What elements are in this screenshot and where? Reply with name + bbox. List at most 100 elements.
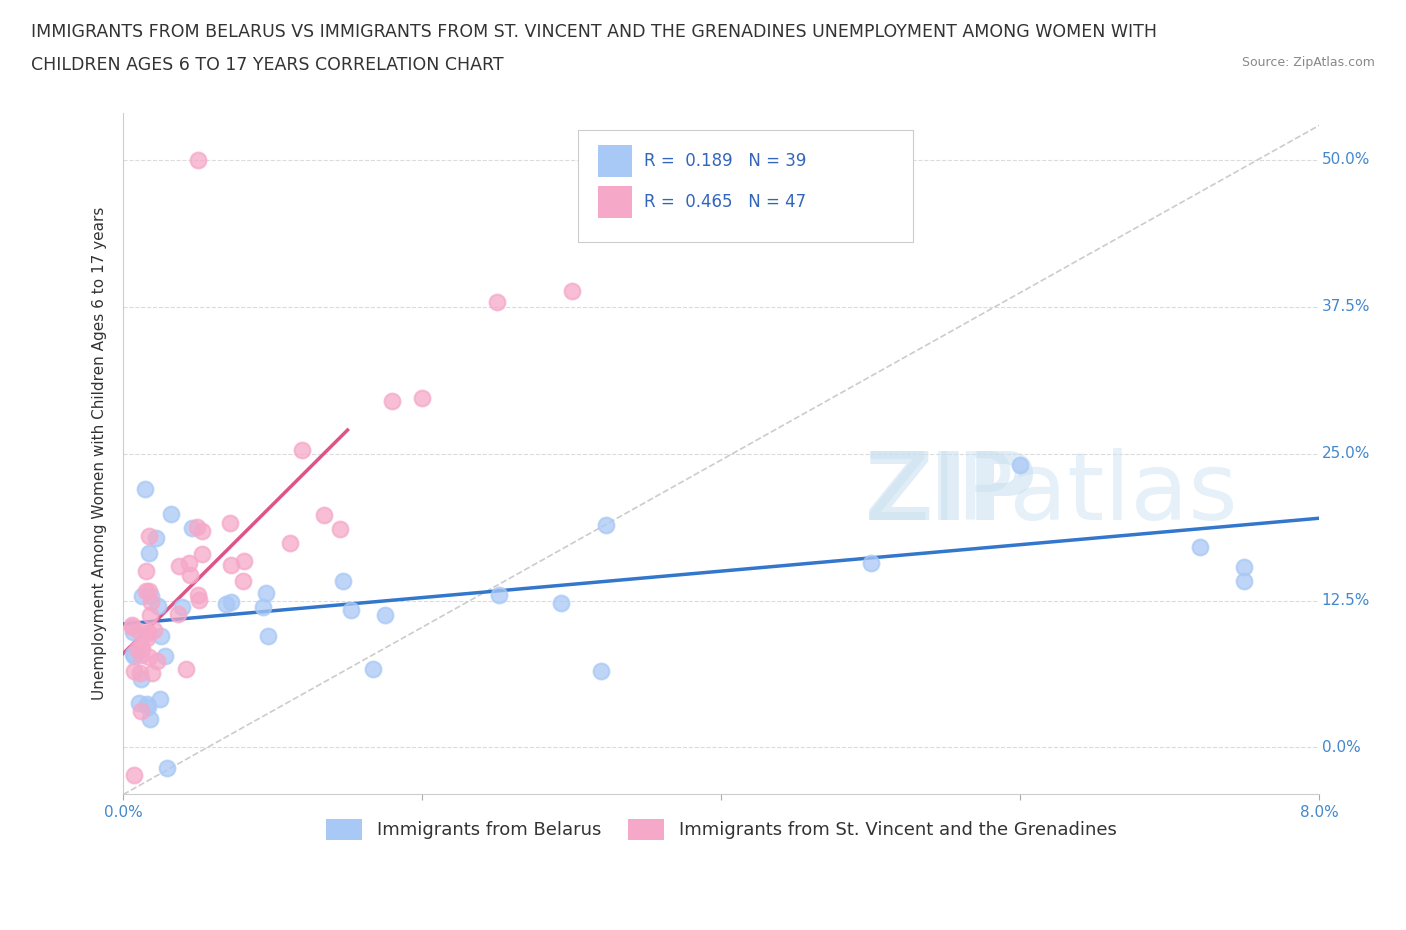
Point <box>153 648 176 663</box>
Point <box>156 761 179 776</box>
Point <box>122 647 145 662</box>
Point <box>254 586 277 601</box>
Point <box>142 622 165 637</box>
Point <box>177 555 200 570</box>
Point <box>145 654 167 669</box>
Point <box>139 594 162 609</box>
Point <box>167 559 190 574</box>
Point <box>589 664 612 679</box>
Bar <box>598 145 631 178</box>
Y-axis label: Unemployment Among Women with Children Ages 6 to 17 years: Unemployment Among Women with Children A… <box>93 206 107 700</box>
Point <box>135 564 157 578</box>
Point <box>219 594 242 609</box>
Point <box>174 661 197 676</box>
Point <box>561 284 583 299</box>
Point <box>125 642 148 657</box>
Point <box>332 574 354 589</box>
Point <box>129 703 152 718</box>
Text: 50.0%: 50.0% <box>1322 153 1369 167</box>
Point <box>214 596 236 611</box>
Point <box>138 711 160 726</box>
Point <box>280 535 302 550</box>
Point <box>136 626 159 641</box>
Point <box>219 516 242 531</box>
Point <box>129 666 152 681</box>
Point <box>122 624 145 639</box>
Point <box>124 767 146 782</box>
Legend: Immigrants from Belarus, Immigrants from St. Vincent and the Grenadines: Immigrants from Belarus, Immigrants from… <box>319 812 1123 847</box>
Point <box>179 567 201 582</box>
Point <box>595 518 617 533</box>
Point <box>134 482 156 497</box>
Point <box>187 153 209 167</box>
Point <box>138 584 160 599</box>
Point <box>129 671 152 686</box>
Point <box>149 692 172 707</box>
Text: ZIP: ZIP <box>865 448 1038 540</box>
Point <box>128 696 150 711</box>
Point <box>411 391 433 405</box>
Point <box>145 531 167 546</box>
Point <box>1233 574 1256 589</box>
Point <box>374 608 396 623</box>
Text: ZIPatlas: ZIPatlas <box>865 448 1239 540</box>
Point <box>186 520 208 535</box>
Point <box>340 603 363 618</box>
Point <box>488 588 510 603</box>
Text: IMMIGRANTS FROM BELARUS VS IMMIGRANTS FROM ST. VINCENT AND THE GRENADINES UNEMPL: IMMIGRANTS FROM BELARUS VS IMMIGRANTS FR… <box>31 23 1157 41</box>
Point <box>138 528 160 543</box>
Point <box>122 648 145 663</box>
Point <box>136 624 159 639</box>
Point <box>1188 539 1211 554</box>
Text: CHILDREN AGES 6 TO 17 YEARS CORRELATION CHART: CHILDREN AGES 6 TO 17 YEARS CORRELATION … <box>31 56 503 73</box>
Text: 37.5%: 37.5% <box>1322 299 1369 314</box>
Point <box>172 600 194 615</box>
Point <box>314 507 336 522</box>
Point <box>122 664 145 679</box>
Point <box>219 558 242 573</box>
Point <box>1233 559 1256 574</box>
Point <box>256 629 278 644</box>
Point <box>139 607 162 622</box>
Point <box>135 631 157 645</box>
Point <box>191 546 214 561</box>
Point <box>191 524 214 538</box>
Point <box>141 665 163 680</box>
Point <box>381 393 404 408</box>
Point <box>181 521 204 536</box>
Point <box>139 589 162 604</box>
Point <box>291 443 314 458</box>
Point <box>233 553 256 568</box>
Point <box>187 588 209 603</box>
Point <box>550 595 572 610</box>
Point <box>131 647 153 662</box>
Point <box>232 574 254 589</box>
Text: R =  0.189   N = 39: R = 0.189 N = 39 <box>644 153 806 170</box>
Text: R =  0.465   N = 47: R = 0.465 N = 47 <box>644 193 806 211</box>
Text: 25.0%: 25.0% <box>1322 446 1369 461</box>
Point <box>138 546 160 561</box>
Point <box>159 507 181 522</box>
Point <box>121 618 143 632</box>
Point <box>138 650 160 665</box>
Bar <box>598 186 631 219</box>
Point <box>167 606 190 621</box>
Point <box>1010 458 1032 472</box>
Point <box>121 619 143 634</box>
Point <box>486 295 509 310</box>
Point <box>859 555 882 570</box>
Point <box>129 639 152 654</box>
Point <box>128 623 150 638</box>
Point <box>361 662 384 677</box>
Point <box>187 592 209 607</box>
Text: 12.5%: 12.5% <box>1322 593 1369 608</box>
Point <box>146 598 169 613</box>
Point <box>135 583 157 598</box>
Text: 0.0%: 0.0% <box>1322 740 1361 755</box>
Point <box>136 697 159 711</box>
Point <box>136 699 159 714</box>
Point <box>131 589 153 604</box>
Point <box>329 522 352 537</box>
Text: Source: ZipAtlas.com: Source: ZipAtlas.com <box>1241 56 1375 69</box>
Point <box>131 641 153 656</box>
